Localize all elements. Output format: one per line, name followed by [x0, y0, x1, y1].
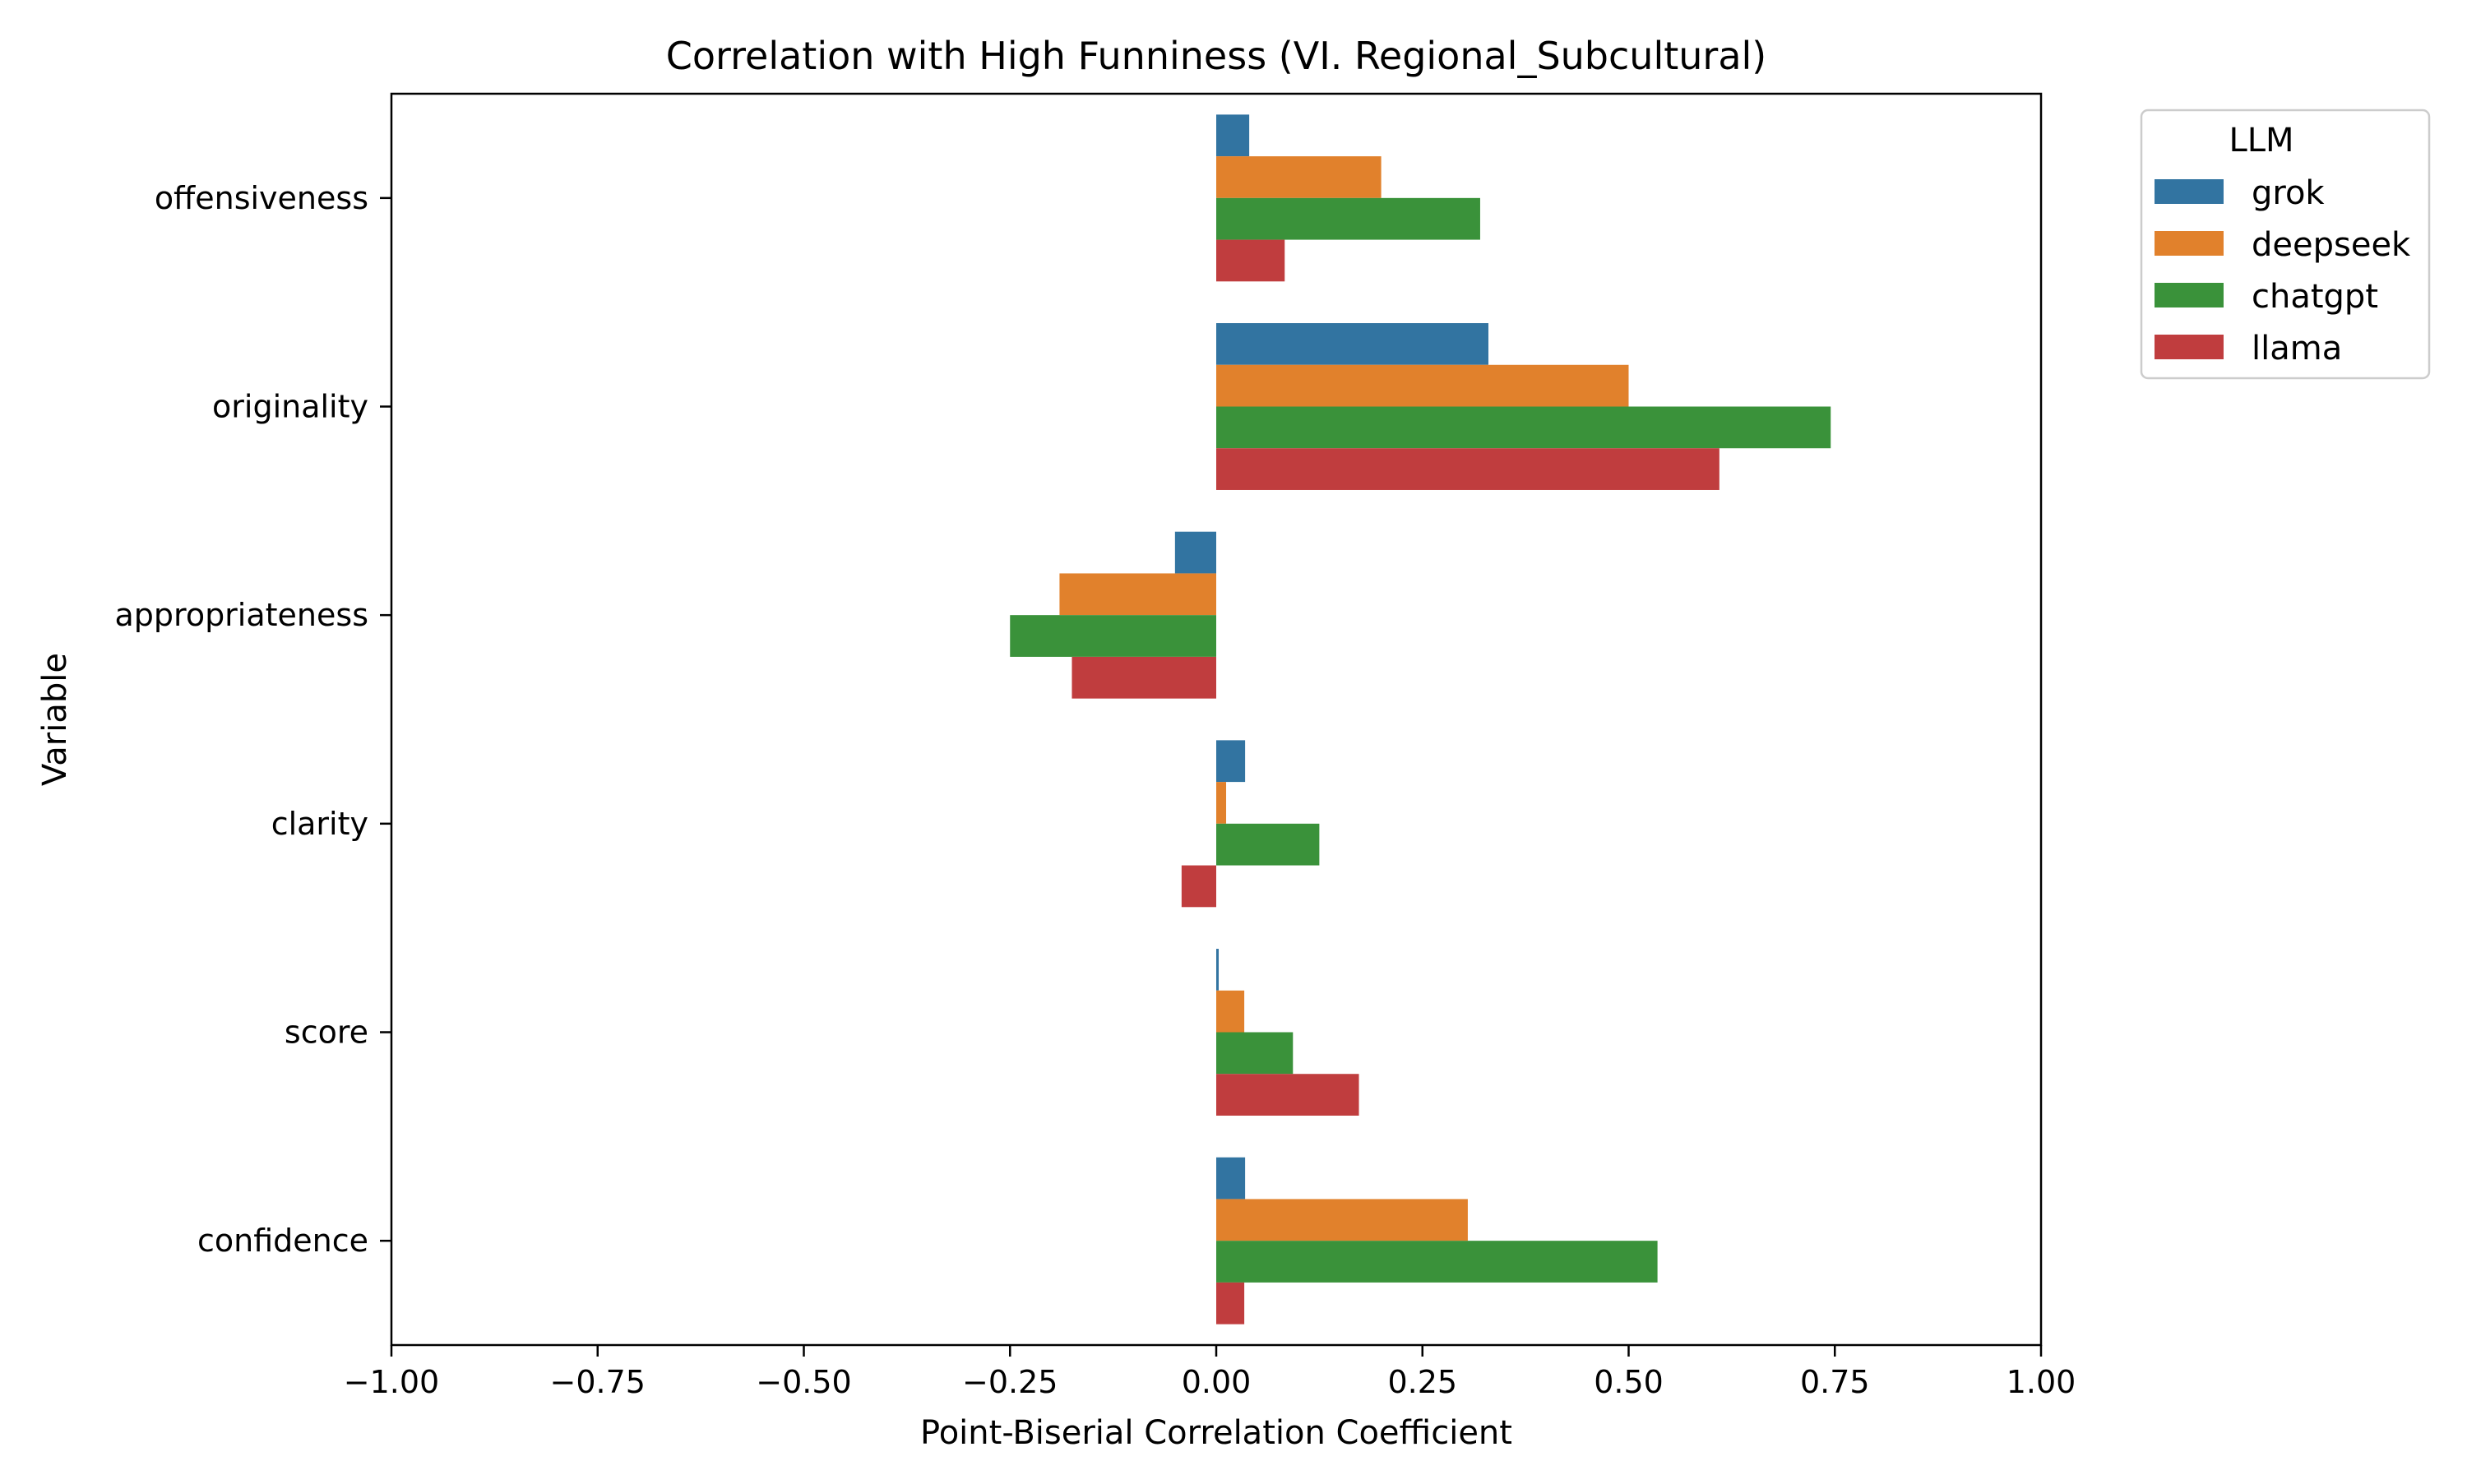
- legend-label-deepseek: deepseek: [2252, 226, 2411, 264]
- bar-deepseek-score: [1216, 990, 1245, 1033]
- bar-grok-originality: [1216, 323, 1488, 365]
- y-tick-label: score: [285, 1015, 368, 1051]
- bar-llama-clarity: [1181, 865, 1216, 908]
- x-tick-label: −0.25: [962, 1364, 1058, 1400]
- bar-grok-score: [1216, 949, 1220, 991]
- bar-chatgpt-appropriateness: [1010, 615, 1216, 657]
- legend-label-chatgpt: chatgpt: [2252, 278, 2378, 316]
- bar-chatgpt-clarity: [1216, 823, 1320, 866]
- bar-llama-offensiveness: [1216, 239, 1285, 282]
- bar-deepseek-clarity: [1216, 782, 1227, 824]
- y-tick-label: clarity: [271, 806, 368, 842]
- y-tick-label: originality: [212, 389, 368, 425]
- bar-deepseek-originality: [1216, 364, 1629, 407]
- bar-chatgpt-offensiveness: [1216, 197, 1480, 240]
- y-axis-ticks: offensiveness originality appropriateness c…: [115, 180, 391, 1259]
- x-tick-label: −0.50: [756, 1364, 851, 1400]
- y-tick-label: appropriateness: [115, 597, 369, 633]
- bar-grok-offensiveness: [1216, 114, 1250, 157]
- legend-box: [2140, 109, 2431, 380]
- legend-label-grok: grok: [2252, 174, 2325, 212]
- bar-chatgpt-originality: [1216, 406, 1831, 449]
- x-tick-label: 0.50: [1594, 1364, 1664, 1400]
- bar-llama-originality: [1216, 448, 1719, 490]
- legend-items: grok deepseek chatgpt llama: [2155, 174, 2411, 368]
- x-tick-label: −0.75: [550, 1364, 646, 1400]
- bar-grok-clarity: [1216, 740, 1246, 783]
- bar-chatgpt-confidence: [1216, 1241, 1658, 1283]
- bar-grok-appropriateness: [1174, 531, 1216, 574]
- x-tick-label: −1.00: [344, 1364, 439, 1400]
- x-axis-ticks: −1.00 −0.75 −0.50 −0.25 0.00 0.25 0.50 0.75 1.00: [344, 1345, 2076, 1400]
- bar-llama-confidence: [1216, 1282, 1245, 1325]
- legend-swatch-grok: [2155, 179, 2224, 204]
- bar-llama-score: [1216, 1074, 1359, 1116]
- x-tick-label: 0.25: [1387, 1364, 1457, 1400]
- x-tick-label: 1.00: [2006, 1364, 2076, 1400]
- x-axis-label: Point-Biserial Correlation Coefficient: [920, 1414, 1512, 1452]
- legend-label-llama: llama: [2252, 330, 2342, 368]
- legend-swatch-chatgpt: [2155, 283, 2224, 307]
- bar-deepseek-appropriateness: [1059, 573, 1216, 616]
- chart-title: Correlation with High Funniness (VI. Reg…: [666, 34, 1767, 78]
- bar-deepseek-confidence: [1216, 1199, 1468, 1241]
- y-axis-label: Variable: [36, 653, 74, 786]
- bar-grok-confidence: [1216, 1157, 1246, 1200]
- legend-title: LLM: [2229, 122, 2293, 159]
- legend: LLM grok deepseek chatgpt llama: [2140, 109, 2431, 380]
- y-tick-label: confidence: [197, 1223, 368, 1259]
- legend-swatch-deepseek: [2155, 231, 2224, 256]
- bars-layer: [1010, 114, 1831, 1325]
- bar-chatgpt-score: [1216, 1032, 1294, 1075]
- bar-deepseek-offensiveness: [1216, 156, 1382, 198]
- x-tick-label: 0.75: [1800, 1364, 1870, 1400]
- x-tick-label: 0.00: [1182, 1364, 1252, 1400]
- bar-llama-appropriateness: [1072, 656, 1216, 699]
- legend-swatch-llama: [2155, 335, 2224, 359]
- y-tick-label: offensiveness: [155, 180, 368, 216]
